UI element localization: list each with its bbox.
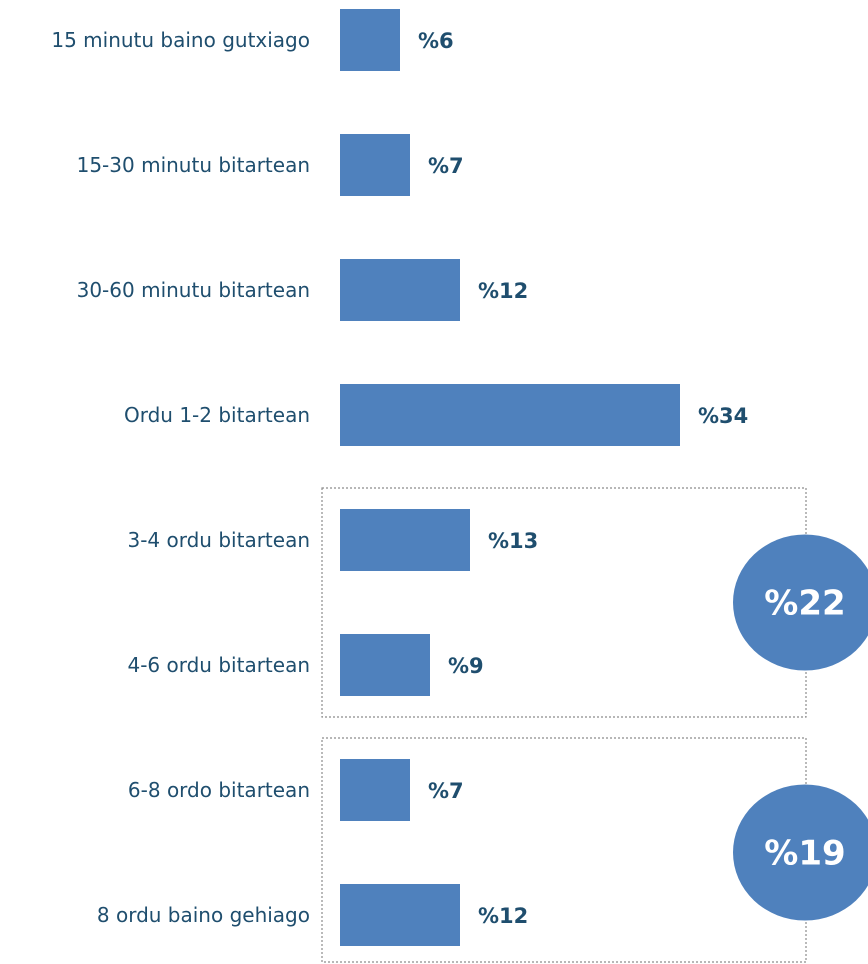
bar [340, 384, 680, 446]
group-total-label: %19 [764, 834, 845, 874]
value-label: %9 [448, 654, 484, 678]
bar [340, 634, 430, 696]
bar [340, 759, 410, 821]
category-label: 30-60 minutu bitartean [77, 278, 310, 302]
group-total-circle [733, 784, 868, 921]
group-total-label: %22 [764, 584, 845, 624]
value-label: %12 [478, 279, 528, 303]
bar [340, 134, 410, 196]
value-label: %34 [698, 404, 748, 428]
value-label: %6 [418, 29, 454, 53]
bar [340, 509, 470, 571]
category-label: Ordu 1-2 bitartean [124, 403, 310, 427]
value-label: %13 [488, 529, 538, 553]
category-label: 4-6 ordu bitartean [127, 653, 310, 677]
category-label: 15 minutu baino gutxiago [51, 28, 310, 52]
value-label: %7 [428, 154, 464, 178]
value-label: %7 [428, 779, 464, 803]
category-label: 6-8 ordo bitartean [128, 778, 310, 802]
group-total-circle [733, 534, 868, 671]
bar [340, 259, 460, 321]
category-label: 8 ordu baino gehiago [97, 903, 310, 927]
bar [340, 884, 460, 946]
category-label: 15-30 minutu bitartean [77, 153, 310, 177]
group-box [321, 487, 807, 718]
value-label: %12 [478, 904, 528, 928]
category-label: 3-4 ordu bitartean [127, 528, 310, 552]
bar [340, 9, 400, 71]
